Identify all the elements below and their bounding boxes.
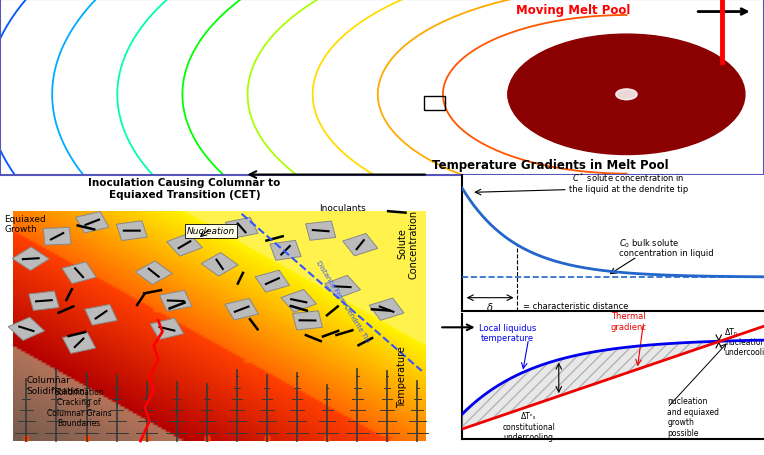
Polygon shape: [44, 228, 71, 246]
Polygon shape: [135, 261, 172, 285]
Polygon shape: [270, 241, 301, 261]
Polygon shape: [63, 333, 96, 354]
Text: nucleation
and equiaxed
growth
possible: nucleation and equiaxed growth possible: [668, 396, 720, 437]
Text: Columnar
Solidification: Columnar Solidification: [26, 375, 85, 395]
Text: $\delta$: $\delta$: [486, 300, 493, 312]
Ellipse shape: [526, 45, 727, 146]
Polygon shape: [201, 253, 238, 277]
Text: Solute
Concentration: Solute Concentration: [397, 209, 419, 278]
Text: Local liquidus
temperature: Local liquidus temperature: [479, 323, 536, 343]
Polygon shape: [369, 298, 404, 321]
Ellipse shape: [558, 61, 695, 130]
Polygon shape: [325, 276, 361, 298]
Bar: [424, 97, 445, 111]
Text: Temperature: Temperature: [397, 346, 407, 407]
Text: ΔTᶜₛ
constitutional
undercooling: ΔTᶜₛ constitutional undercooling: [502, 411, 555, 441]
Ellipse shape: [514, 38, 739, 152]
Text: concentration in liquid: concentration in liquid: [619, 249, 714, 258]
Ellipse shape: [583, 73, 670, 117]
Polygon shape: [76, 212, 109, 233]
Text: Temperature Gradients in Melt Pool: Temperature Gradients in Melt Pool: [432, 159, 668, 172]
Text: = characteristic distance: = characteristic distance: [523, 302, 628, 311]
Ellipse shape: [533, 48, 720, 142]
Text: $C^*$ solute concentration in: $C^*$ solute concentration in: [572, 172, 685, 184]
Text: Equiaxed Transition (CET): Equiaxed Transition (CET): [108, 190, 261, 200]
Polygon shape: [225, 218, 258, 239]
Ellipse shape: [571, 66, 682, 124]
Polygon shape: [343, 234, 377, 256]
Ellipse shape: [601, 82, 652, 108]
Ellipse shape: [614, 89, 639, 101]
Text: Inoculants: Inoculants: [319, 203, 366, 212]
Polygon shape: [116, 221, 147, 241]
Text: $C_0$ bulk solute: $C_0$ bulk solute: [619, 237, 679, 250]
Ellipse shape: [608, 86, 645, 105]
Polygon shape: [151, 318, 183, 340]
Polygon shape: [160, 291, 192, 312]
Polygon shape: [12, 248, 49, 271]
Text: ΔTₙ
nucleation
undercooling: ΔTₙ nucleation undercooling: [725, 327, 764, 357]
Text: Moving Melt Pool: Moving Melt Pool: [516, 4, 630, 16]
Ellipse shape: [520, 41, 733, 149]
Ellipse shape: [552, 57, 701, 133]
Polygon shape: [306, 222, 335, 241]
Polygon shape: [85, 305, 117, 325]
Polygon shape: [225, 299, 258, 320]
Ellipse shape: [577, 70, 676, 121]
Polygon shape: [293, 311, 322, 330]
Ellipse shape: [508, 35, 745, 155]
Ellipse shape: [545, 54, 707, 136]
Ellipse shape: [564, 64, 689, 126]
Text: Thermal
gradient: Thermal gradient: [610, 312, 646, 331]
Text: Distance From Dendrite Tip: Distance From Dendrite Tip: [315, 259, 371, 343]
Ellipse shape: [616, 90, 637, 101]
Ellipse shape: [595, 79, 658, 111]
Ellipse shape: [539, 51, 714, 139]
Text: the liquid at the dendrite tip: the liquid at the dendrite tip: [568, 185, 688, 193]
Polygon shape: [8, 318, 44, 341]
Text: Inoculation Causing Columnar to: Inoculation Causing Columnar to: [89, 177, 280, 187]
Text: Solidification
Cracking of
Columnar Grains
Boundaries: Solidification Cracking of Columnar Grai…: [47, 387, 112, 427]
Ellipse shape: [589, 76, 664, 114]
Polygon shape: [281, 290, 316, 313]
Text: Nucleation: Nucleation: [186, 227, 235, 236]
Polygon shape: [167, 234, 202, 257]
Text: Equiaxed
Growth: Equiaxed Growth: [5, 214, 46, 234]
Polygon shape: [29, 291, 59, 311]
Polygon shape: [62, 262, 96, 284]
Ellipse shape: [620, 92, 633, 98]
Polygon shape: [255, 271, 290, 293]
